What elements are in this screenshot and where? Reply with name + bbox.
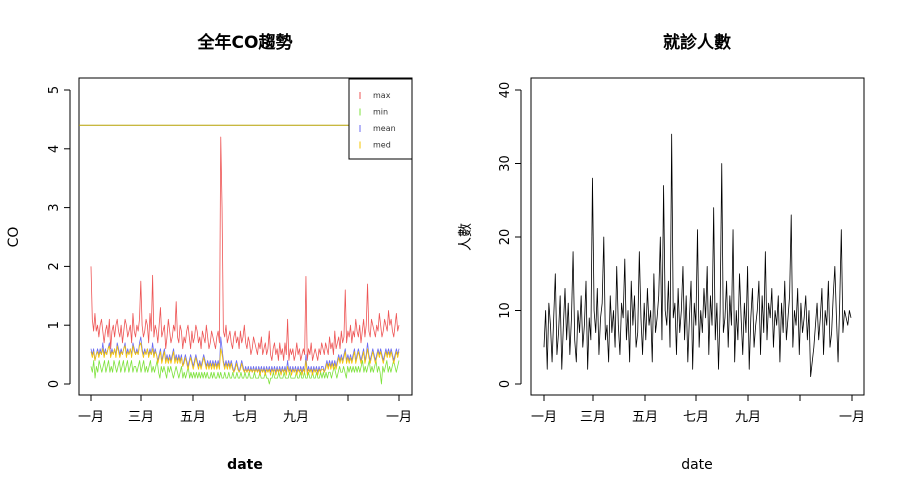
co-series-med: [90, 342, 400, 376]
co-y-tick-label: 2: [47, 262, 62, 270]
visits-x-label: date: [681, 457, 713, 473]
co-x-tick-label: 一月: [386, 410, 412, 425]
vi-y-tick-label: 40: [498, 82, 513, 99]
co-series-min: [90, 360, 400, 385]
co-legend-label-mean: mean: [373, 124, 396, 133]
visits-chart-title: 就診人數: [663, 32, 731, 53]
co-y-tick-label: 4: [47, 145, 62, 153]
vi-x-tick-label: 三月: [580, 410, 606, 425]
visits-y-label: 人數: [458, 223, 474, 251]
vi-x-tick-label: 一月: [839, 410, 865, 425]
vi-x-tick-label: 五月: [632, 410, 658, 425]
co-x-label: date: [227, 457, 263, 473]
vi-y-tick-label: 10: [498, 302, 513, 319]
co-x-tick-label: 五月: [180, 410, 206, 425]
co-x-tick-label: 九月: [283, 410, 309, 425]
co-x-tick-label: 一月: [78, 410, 104, 425]
visits-chart: 就診人數 0 10 20 30 40 一月 三月 五月 七月 九月 一月 人數 date: [458, 32, 865, 473]
vi-y-tick-label: 0: [498, 380, 513, 388]
co-chart-title: 全年CO趨勢: [197, 32, 293, 53]
co-x-tick-label: 七月: [232, 410, 258, 425]
co-chart: 全年CO趨勢 0 1 2 3 4 5 一月 三月 五月 七月 九月 一月 max min mean med…: [6, 32, 413, 473]
co-y-tick-label: 1: [47, 321, 62, 329]
co-legend-label-max: max: [373, 91, 391, 100]
visits-y-axis: 0 10 20 30 40: [498, 82, 522, 388]
vi-x-tick-label: 九月: [735, 410, 761, 425]
visits-x-axis: 一月 三月 五月 七月 九月 一月: [531, 394, 865, 425]
co-y-axis: 0 1 2 3 4 5: [47, 86, 71, 388]
vi-x-tick-label: 一月: [531, 410, 557, 425]
co-x-tick-label: 三月: [128, 410, 154, 425]
visits-series-group: [543, 133, 852, 378]
co-series-group: [90, 136, 400, 385]
co-y-label: CO: [6, 227, 22, 248]
co-legend: max min mean med: [348, 78, 413, 160]
vi-y-tick-label: 20: [498, 229, 513, 246]
co-x-axis: 一月 三月 五月 七月 九月 一月: [78, 394, 412, 425]
co-y-tick-label: 0: [47, 380, 62, 388]
vi-y-tick-label: 30: [498, 155, 513, 172]
co-y-tick-label: 3: [47, 203, 62, 211]
vi-series-visits: [543, 133, 852, 378]
vi-x-tick-label: 七月: [683, 410, 709, 425]
co-y-tick-label: 5: [47, 86, 62, 94]
co-legend-label-min: min: [373, 108, 388, 117]
co-series-max: [90, 136, 400, 361]
co-series-mean: [90, 336, 400, 373]
co-legend-label-med: med: [373, 141, 391, 150]
